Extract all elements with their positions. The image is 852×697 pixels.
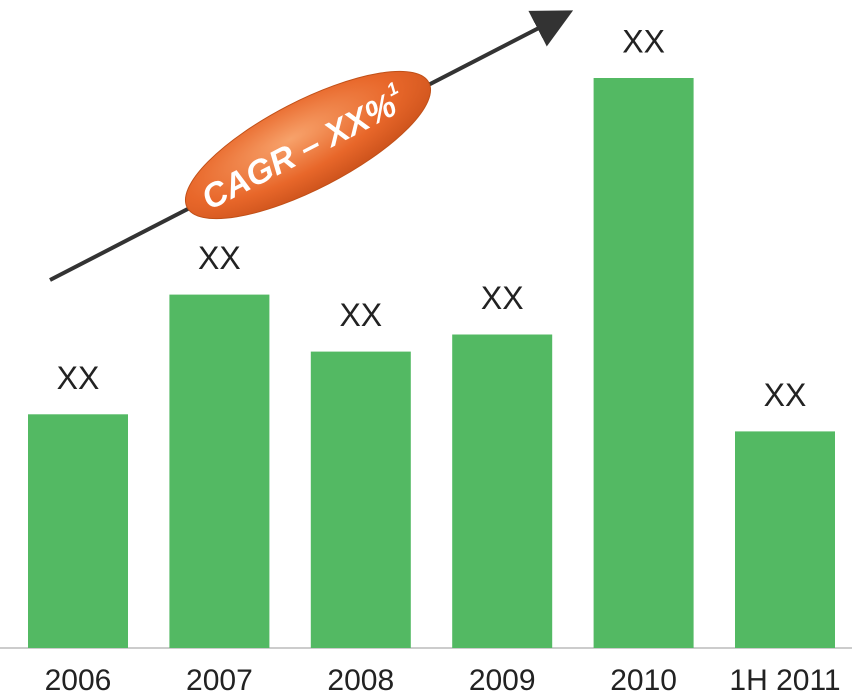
x-tick-label: 2009: [469, 664, 536, 697]
x-tick-label: 2007: [186, 664, 253, 697]
bar: [28, 414, 128, 648]
value-label: XX: [339, 297, 382, 333]
bar: [452, 334, 553, 648]
cagr-badge: CAGR – XX%1: [184, 70, 432, 220]
value-label: XX: [481, 280, 524, 316]
value-label: XX: [57, 360, 100, 396]
x-tick-label: 1H 2011: [729, 664, 840, 697]
x-tick-label: 2006: [45, 664, 112, 697]
bar: [169, 294, 270, 648]
value-label: XX: [764, 377, 807, 413]
value-label: XX: [622, 23, 665, 59]
x-tick-label: 2010: [610, 664, 677, 697]
bars: XX 2006 XX 2007 XX 2008 XX 2009 XX 2010 XX 1H 2011: [28, 23, 841, 697]
bar: [735, 431, 835, 648]
badge-ellipse: [184, 70, 432, 220]
value-label: XX: [198, 240, 241, 276]
bar: [310, 351, 411, 648]
bar: [593, 78, 694, 648]
x-tick-label: 2008: [327, 664, 394, 697]
